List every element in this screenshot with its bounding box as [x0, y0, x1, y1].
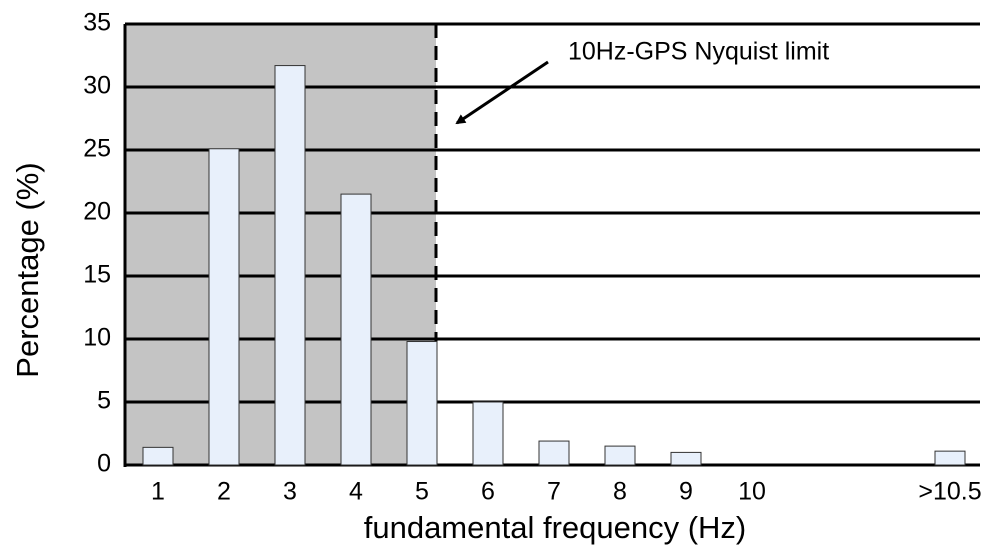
bar [274, 65, 306, 466]
bar [142, 446, 174, 466]
x-tick-label: 1 [151, 478, 165, 506]
bar [670, 451, 702, 466]
y-axis-title: Percentage (%) [10, 162, 45, 377]
x-tick-label: 4 [349, 478, 363, 506]
y-tick-label: 15 [83, 261, 111, 289]
y-tick-label: 25 [83, 135, 111, 163]
x-tick-label: 9 [679, 478, 693, 506]
x-tick-label: 6 [481, 478, 495, 506]
x-tick-label: 10 [738, 478, 766, 506]
y-tick-label: 10 [83, 324, 111, 352]
bar [472, 401, 504, 466]
x-tick-label: 7 [547, 478, 561, 506]
x-tick-label: >10.5 [918, 478, 981, 506]
x-axis-title: fundamental frequency (Hz) [364, 510, 747, 545]
bar [340, 193, 372, 466]
y-tick-label: 30 [83, 72, 111, 100]
annotation: 10Hz-GPS Nyquist limit [568, 38, 829, 66]
bar [604, 445, 636, 466]
y-tick-label: 5 [97, 387, 111, 415]
y-tick-label: 35 [83, 9, 111, 37]
bar [406, 341, 438, 466]
x-tick-label: 2 [217, 478, 231, 506]
x-tick-label: 8 [613, 478, 627, 506]
bar [208, 148, 240, 466]
x-tick-label: 3 [283, 478, 297, 506]
annotation-arrow [455, 60, 549, 125]
bar [934, 450, 966, 466]
y-tick-label: 20 [83, 198, 111, 226]
y-tick-label: 0 [97, 450, 111, 478]
x-tick-label: 5 [415, 478, 429, 506]
bar [538, 440, 570, 466]
